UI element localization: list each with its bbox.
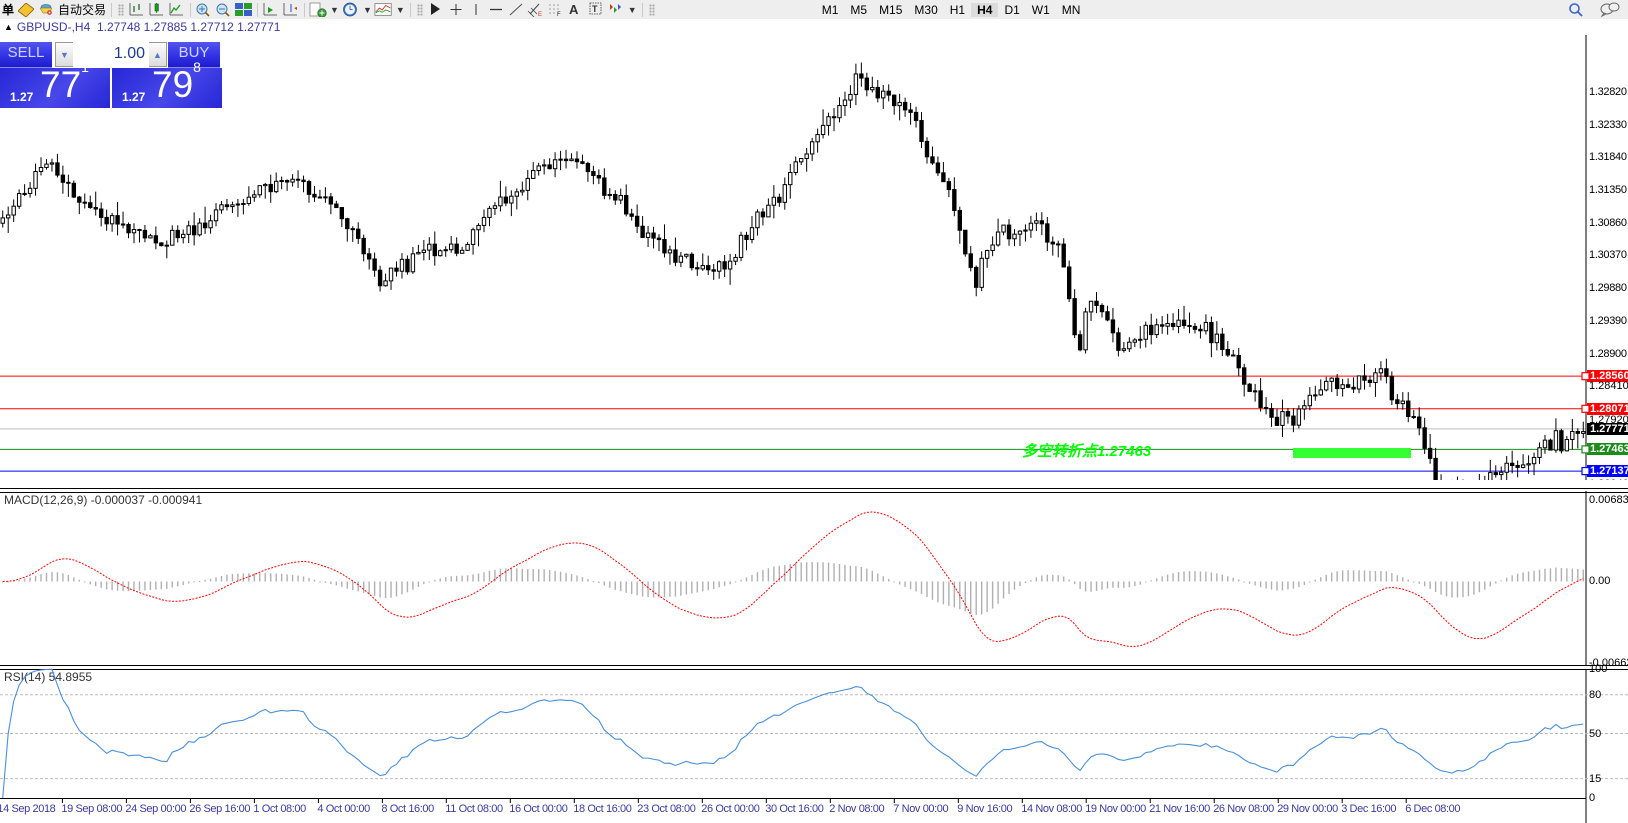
svg-text:F: F bbox=[557, 12, 561, 17]
svg-text:A: A bbox=[569, 2, 579, 17]
svg-text:T: T bbox=[592, 4, 598, 14]
svg-text:E: E bbox=[538, 12, 542, 17]
